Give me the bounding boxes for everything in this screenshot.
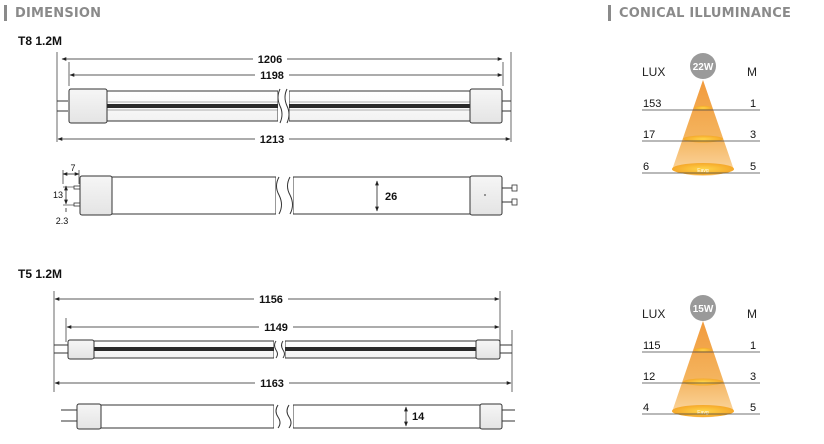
cone-22w-lux-3: 6 xyxy=(643,161,649,173)
cone-22w-m-header: M xyxy=(747,65,757,79)
cone-15w-lux-header: LUX xyxy=(642,307,665,321)
cone-15w-lux-1: 115 xyxy=(643,340,661,352)
cone-15w-m-1: 1 xyxy=(750,340,756,352)
t8-label: T8 1.2M xyxy=(18,34,63,48)
t5-dim-outer: 1156 xyxy=(259,294,283,306)
light-cone xyxy=(672,80,734,176)
t5-tube-top: 1156 1149 1163 xyxy=(53,291,513,392)
dimension-section-header: DIMENSION xyxy=(4,3,101,23)
cone-22w-lux-1: 153 xyxy=(643,98,661,110)
watt-badge xyxy=(690,53,716,79)
cone-15w-m-3: 5 xyxy=(750,402,756,414)
conical-title: CONICAL ILLUMINANCE xyxy=(619,5,792,21)
conical-section-header: CONICAL ILLUMINANCE xyxy=(608,3,791,23)
cone-15w-lux-2: 12 xyxy=(643,371,655,383)
t5-dim-inner: 1149 xyxy=(264,322,288,334)
t8-pin-width: 7 xyxy=(70,163,75,173)
t8-dim-inner: 1198 xyxy=(260,70,284,82)
cone-15w-m-2: 3 xyxy=(750,371,756,383)
t8-dim-total: 1213 xyxy=(260,134,284,146)
t8-dim-outer: 1206 xyxy=(258,54,282,66)
section-marker xyxy=(4,5,7,21)
cone-22w-lux-header: LUX xyxy=(642,65,665,79)
cone-22w-watt: 22W xyxy=(693,62,714,73)
t8-tube-side: 7 13 2.3 26 xyxy=(53,163,518,226)
t8-diameter: 26 xyxy=(385,191,397,203)
light-cone xyxy=(672,321,734,418)
cone-15w-m-header: M xyxy=(747,307,757,321)
t5-diameter: 14 xyxy=(412,411,425,423)
t8-tube-top: 1206 1198 1213 xyxy=(56,52,512,146)
cone-15w: LUX M Eavg 15W 115 1 12 3 4 5 xyxy=(642,295,760,418)
t5-tube-side: 14 xyxy=(61,402,515,432)
t8-pin-dia: 2.3 xyxy=(56,216,69,226)
dimension-title: DIMENSION xyxy=(15,5,102,21)
cone-22w: LUX M Eavg 22W 153 1 17 3 6 5 xyxy=(642,53,760,176)
section-marker xyxy=(608,5,611,21)
cone-22w-lux-2: 17 xyxy=(643,129,655,141)
t8-pin-span: 13 xyxy=(53,190,63,200)
cone-15w-lux-3: 4 xyxy=(643,402,649,414)
cone-15w-inner-label: Eavg xyxy=(697,410,709,416)
cone-22w-inner-label: Eavg xyxy=(697,168,709,174)
cone-22w-m-2: 3 xyxy=(750,129,756,141)
watt-badge xyxy=(690,295,716,321)
cone-22w-m-3: 5 xyxy=(750,161,756,173)
cone-22w-m-1: 1 xyxy=(750,98,756,110)
cone-15w-watt: 15W xyxy=(693,304,714,315)
t5-dim-total: 1163 xyxy=(260,378,284,390)
t5-label: T5 1.2M xyxy=(18,267,63,281)
